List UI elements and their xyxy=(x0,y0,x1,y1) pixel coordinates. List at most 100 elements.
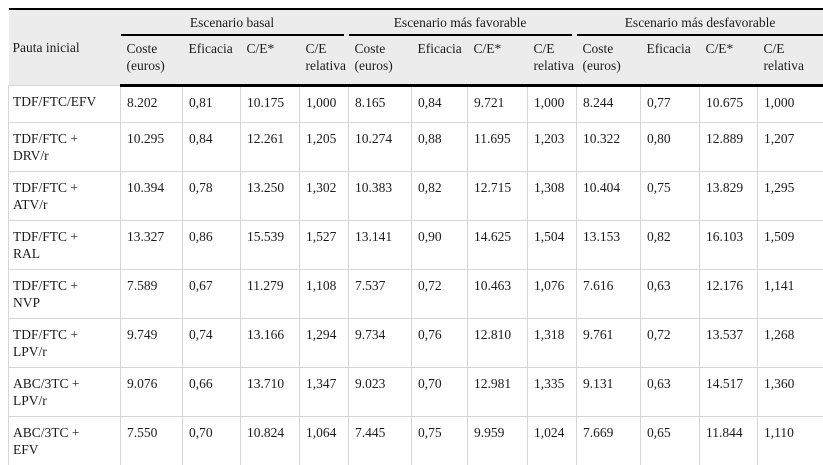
row-label: TDF/FTC + ATV/r xyxy=(8,171,121,221)
value-cell: 7.669 xyxy=(576,416,642,465)
value-cell: 13.829 xyxy=(699,171,759,221)
col-header-ce: C/E* xyxy=(240,36,300,87)
col-header-coste: Coste (euros) xyxy=(348,36,412,87)
cost-effectiveness-table: Pauta inicial Escenario basal Escenario … xyxy=(8,8,823,465)
value-cell: 0,74 xyxy=(182,318,241,368)
value-cell: 0,78 xyxy=(182,171,241,221)
value-cell: 0,75 xyxy=(411,416,469,465)
value-cell: 1,000 xyxy=(757,85,823,123)
value-cell: 0,67 xyxy=(182,269,241,319)
value-cell: 0,82 xyxy=(411,171,469,221)
col-header-ce: C/E* xyxy=(699,36,758,87)
value-cell: 1,205 xyxy=(298,122,350,172)
value-cell: 13.710 xyxy=(240,367,300,417)
row-label: TDF/FTC + NVP xyxy=(8,269,121,319)
value-cell: 1,000 xyxy=(527,85,578,123)
value-cell: 1,294 xyxy=(298,318,350,368)
subheader-row: Coste (euros) Eficacia C/E* C/E relativa… xyxy=(9,36,823,87)
value-cell: 1,064 xyxy=(298,416,350,465)
value-cell: 16.103 xyxy=(699,220,759,270)
value-cell: 10.295 xyxy=(120,122,183,172)
value-cell: 1,504 xyxy=(527,220,578,270)
value-cell: 10.274 xyxy=(348,122,413,172)
value-cell: 0,84 xyxy=(182,122,241,172)
group-header-desfavorable: Escenario más desfavorable xyxy=(576,9,823,36)
col-header-coste: Coste (euros) xyxy=(576,36,641,87)
group-header-basal: Escenario basal xyxy=(120,9,349,36)
value-cell: 1,108 xyxy=(298,269,350,319)
value-cell: 1,207 xyxy=(757,122,823,172)
value-cell: 9.721 xyxy=(467,85,529,123)
value-cell: 14.517 xyxy=(699,367,759,417)
row-label: TDF/FTC + DRV/r xyxy=(8,122,121,172)
value-cell: 0,76 xyxy=(411,318,469,368)
value-cell: 0,81 xyxy=(182,85,241,123)
value-cell: 8.165 xyxy=(348,85,413,123)
value-cell: 1,000 xyxy=(298,85,350,123)
table-row: TDF/FTC + NVP 7.589 0,67 11.279 1,108 7.537 0,… xyxy=(8,269,823,319)
value-cell: 8.244 xyxy=(576,85,642,123)
value-cell: 1,076 xyxy=(527,269,578,319)
value-cell: 12.715 xyxy=(467,171,529,221)
value-cell: 1,335 xyxy=(527,367,578,417)
row-label: TDF/FTC + LPV/r xyxy=(8,318,121,368)
col-header-ce-relativa: C/E relativa xyxy=(527,36,577,87)
value-cell: 14.625 xyxy=(467,220,529,270)
value-cell: 0,65 xyxy=(640,416,701,465)
row-label: TDF/FTC + RAL xyxy=(8,220,121,270)
value-cell: 0,77 xyxy=(640,85,701,123)
value-cell: 0,72 xyxy=(640,318,701,368)
value-cell: 1,527 xyxy=(298,220,350,270)
value-cell: 0,63 xyxy=(640,367,701,417)
value-cell: 7.589 xyxy=(120,269,183,319)
value-cell: 9.131 xyxy=(576,367,642,417)
table-header: Pauta inicial Escenario basal Escenario … xyxy=(8,9,823,87)
table-row: TDF/FTC + LPV/r 9.749 0,74 13.166 1,294 9.734… xyxy=(8,318,823,368)
value-cell: 10.675 xyxy=(699,85,759,123)
value-cell: 0,72 xyxy=(411,269,469,319)
table-row: TDF/FTC + DRV/r 10.295 0,84 12.261 1,205 10.2… xyxy=(8,122,823,172)
value-cell: 1,360 xyxy=(757,367,823,417)
value-cell: 10.824 xyxy=(240,416,300,465)
group-label: Escenario más desfavorable xyxy=(576,14,823,36)
col-header-ce-relativa: C/E relativa xyxy=(757,36,823,87)
value-cell: 9.749 xyxy=(120,318,183,368)
value-cell: 7.550 xyxy=(120,416,183,465)
row-label: ABC/3TC + EFV xyxy=(8,416,121,465)
value-cell: 0,63 xyxy=(640,269,701,319)
value-cell: 1,203 xyxy=(527,122,578,172)
value-cell: 0,84 xyxy=(411,85,469,123)
value-cell: 10.322 xyxy=(576,122,642,172)
value-cell: 13.166 xyxy=(240,318,300,368)
table-body: TDF/FTC/EFV 8.202 0,81 10.175 1,000 8.165 0,84… xyxy=(8,85,823,465)
value-cell: 9.734 xyxy=(348,318,413,368)
group-header-row: Pauta inicial Escenario basal Escenario … xyxy=(8,9,823,86)
col-header-coste: Coste (euros) xyxy=(120,36,183,87)
col-header-ce-relativa: C/E relativa xyxy=(299,36,349,87)
col-header-eficacia: Eficacia xyxy=(411,36,468,87)
value-cell: 10.463 xyxy=(467,269,529,319)
value-cell: 0,80 xyxy=(640,122,701,172)
value-cell: 8.202 xyxy=(120,85,183,123)
value-cell: 1,509 xyxy=(757,220,823,270)
row-label: TDF/FTC/EFV xyxy=(8,85,121,123)
value-cell: 12.176 xyxy=(699,269,759,319)
group-header-favorable: Escenario más favorable xyxy=(348,9,577,36)
value-cell: 15.539 xyxy=(240,220,300,270)
value-cell: 1,268 xyxy=(757,318,823,368)
value-cell: 0,88 xyxy=(411,122,469,172)
value-cell: 0,75 xyxy=(640,171,701,221)
group-label: Escenario basal xyxy=(120,14,344,36)
value-cell: 12.261 xyxy=(240,122,300,172)
value-cell: 0,82 xyxy=(640,220,701,270)
value-cell: 1,024 xyxy=(527,416,578,465)
row-label: ABC/3TC + LPV/r xyxy=(8,367,121,417)
table-row: ABC/3TC + LPV/r 9.076 0,66 13.710 1,347 9.023… xyxy=(8,367,823,417)
value-cell: 0,70 xyxy=(411,367,469,417)
value-cell: 1,308 xyxy=(527,171,578,221)
value-cell: 1,295 xyxy=(757,171,823,221)
col-header-eficacia: Eficacia xyxy=(640,36,700,87)
group-label: Escenario más favorable xyxy=(348,14,572,36)
value-cell: 12.889 xyxy=(699,122,759,172)
value-cell: 11.279 xyxy=(240,269,300,319)
